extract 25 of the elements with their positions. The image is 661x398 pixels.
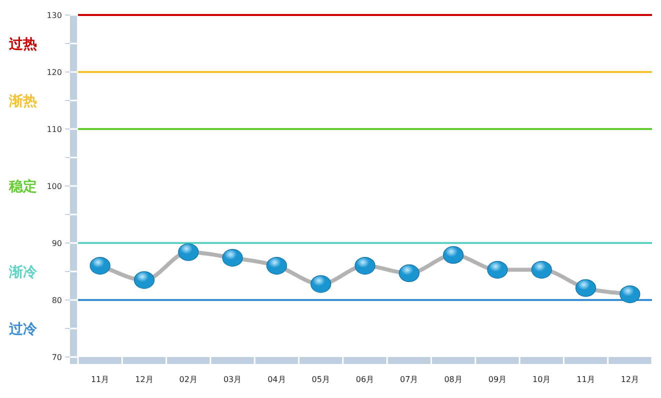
x-tick-label: 06月 — [356, 375, 374, 384]
x-tick-label: 03月 — [223, 375, 242, 384]
text: 稳定 — [8, 178, 37, 195]
x-tick-label: 09月 — [488, 375, 507, 384]
text: 渐冷 — [8, 264, 38, 280]
y-tick-label: 90 — [52, 239, 62, 248]
x-tick-label: 12月 — [135, 375, 154, 384]
y-tick-label: 70 — [52, 353, 62, 362]
y-tick-label: 120 — [46, 68, 62, 77]
text: 过热 — [8, 36, 37, 52]
text: 渐热 — [8, 94, 37, 110]
x-tick-label: 10月 — [532, 375, 551, 384]
y-tick-label: 110 — [46, 125, 62, 134]
text: 过冷 — [8, 322, 38, 338]
x-tick-label: 12月 — [620, 375, 640, 384]
y-tick-label: 80 — [52, 296, 62, 305]
x-tick-label: 04月 — [268, 375, 286, 384]
x-tick-label: 02月 — [179, 375, 198, 384]
x-tick-label: 07月 — [400, 375, 418, 384]
x-tick-label: 11月 — [90, 375, 110, 384]
x-tick-label: 08月 — [444, 375, 462, 384]
x-tick-label: 05月 — [312, 375, 330, 384]
y-tick-label: 100 — [46, 182, 62, 191]
y-tick-label: 130 — [46, 11, 62, 20]
x-tick-label: 11月 — [576, 375, 595, 384]
